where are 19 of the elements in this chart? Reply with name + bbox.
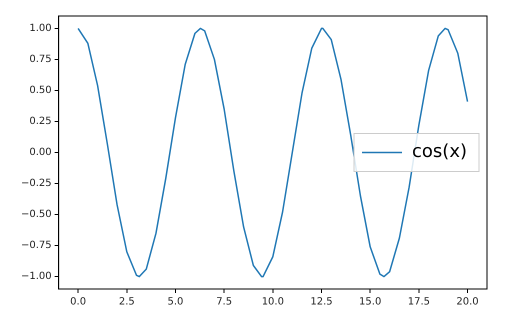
y-tick-label: −0.75 [20,240,52,252]
y-tick-label: 0.00 [29,147,52,158]
y-tick-label: −1.00 [20,271,52,282]
x-tick-label: 2.5 [118,296,135,308]
x-tick-label: 15.0 [359,296,382,308]
legend-label: cos(x) [412,141,467,162]
y-tick-label: −0.50 [20,209,52,220]
x-tick-label: 5.0 [168,296,184,308]
y-tick-label: 0.50 [29,85,52,96]
x-tick-label: 10.0 [262,296,284,308]
x-tick-label: 20.0 [456,296,479,308]
y-tick-label: −0.25 [20,178,52,190]
x-tick-label: 17.5 [408,296,430,308]
x-tick-label: 7.5 [216,296,232,308]
y-tick-label: 0.25 [29,116,52,128]
y-tick-label: 0.75 [29,54,52,66]
x-tick-label: 12.5 [310,296,333,308]
y-tick-label: 1.00 [29,23,52,34]
x-tick-label: 0.0 [70,296,86,308]
